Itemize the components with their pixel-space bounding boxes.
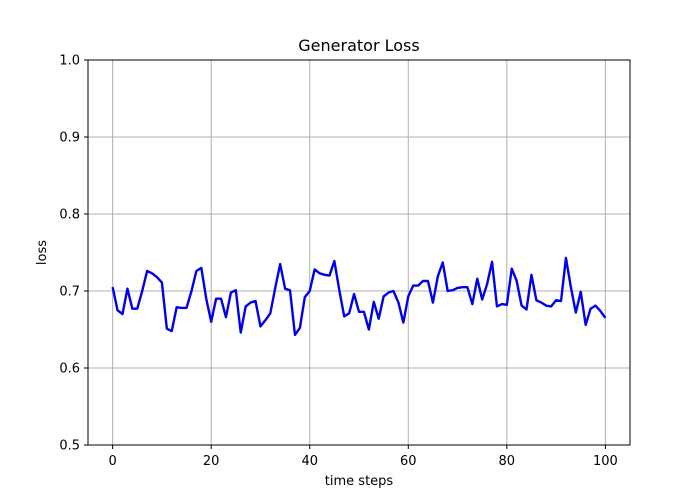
x-tick-label: 100: [593, 454, 618, 469]
x-axis-ticks: 0 20 40 60 80 100: [108, 445, 618, 469]
series-line: [111, 256, 607, 337]
y-tick-label: 0.8: [59, 208, 80, 223]
y-axis-label: loss: [35, 240, 50, 265]
x-tick-label: 80: [499, 454, 516, 469]
x-tick-label: 60: [400, 454, 417, 469]
y-axis-ticks: 0.5 0.6 0.7 0.8 0.9 1.0: [59, 54, 88, 454]
x-tick-label: 0: [108, 454, 116, 469]
y-tick-label: 0.5: [59, 439, 80, 454]
x-axis-label: time steps: [325, 474, 394, 489]
plot-frame: [87, 59, 631, 446]
chart-title: Generator Loss: [298, 36, 419, 55]
x-tick-label: 40: [301, 454, 318, 469]
y-tick-label: 0.9: [59, 131, 80, 146]
y-tick-label: 0.6: [59, 362, 80, 377]
y-tick-label: 0.7: [59, 285, 80, 300]
y-tick-label: 1.0: [59, 54, 80, 69]
x-tick-label: 20: [203, 454, 220, 469]
series-group: [111, 256, 607, 337]
